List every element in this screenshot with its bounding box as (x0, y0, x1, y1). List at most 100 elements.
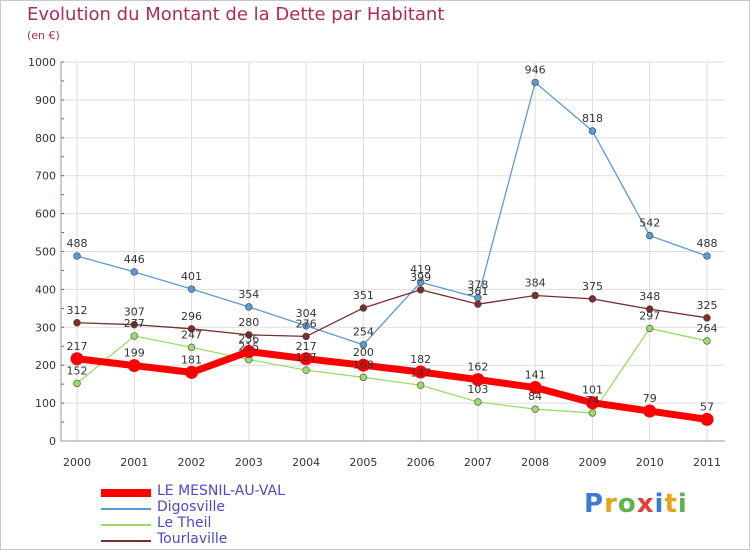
data-label: 488 (67, 237, 88, 250)
y-tick-label: 500 (35, 246, 56, 259)
data-label: 276 (296, 317, 317, 330)
data-point (474, 300, 482, 308)
x-tick-label: 2001 (120, 456, 148, 469)
y-tick-label: 1000 (28, 56, 56, 69)
logo-letter: t (664, 489, 678, 519)
data-label: 147 (410, 366, 431, 379)
data-label: 351 (353, 289, 374, 302)
x-tick-label: 2008 (521, 456, 549, 469)
data-point (356, 358, 370, 372)
data-label: 312 (67, 304, 88, 317)
data-label: 168 (353, 358, 374, 371)
data-label: 162 (467, 361, 488, 374)
data-label: 141 (525, 369, 546, 382)
data-label: 103 (467, 383, 488, 396)
grid-lines (61, 61, 725, 441)
data-label: 384 (525, 276, 546, 289)
data-point (73, 379, 81, 388)
data-label: 542 (639, 217, 660, 230)
legend-swatch (101, 524, 151, 526)
data-label: 84 (528, 390, 542, 403)
series-line-0 (73, 348, 711, 423)
data-point (588, 409, 597, 417)
data-point (299, 352, 313, 366)
data-point (416, 286, 425, 294)
data-point (130, 268, 138, 276)
data-label: 488 (697, 237, 718, 250)
data-label: 361 (467, 285, 488, 298)
legend-label: Le Theil (157, 515, 212, 531)
data-point (302, 366, 310, 374)
data-label: 101 (582, 384, 603, 397)
data-point (242, 345, 256, 359)
data-point (130, 332, 138, 340)
data-point (416, 278, 425, 286)
data-point (73, 252, 81, 260)
series-line-3 (76, 289, 708, 338)
data-point (646, 305, 654, 313)
data-point (531, 291, 539, 300)
y-tick-label: 400 (35, 283, 56, 296)
x-tick-label: 2009 (578, 456, 606, 469)
x-tick-label: 2010 (636, 456, 664, 469)
data-label: 946 (525, 63, 546, 76)
data-label: 304 (296, 307, 317, 320)
data-point (127, 359, 141, 373)
logo-letter: x (636, 489, 655, 519)
data-point (531, 405, 539, 413)
proxiti-logo: Proxiti (584, 489, 688, 519)
x-tick-label: 2005 (349, 456, 377, 469)
x-tick-label: 2003 (235, 456, 263, 469)
y-tick-label: 200 (35, 359, 56, 372)
legend-label: Tourlaville (157, 531, 228, 547)
data-label: 264 (697, 322, 718, 335)
chart-unit: (en €) (27, 29, 60, 42)
x-tick-label: 2006 (407, 456, 435, 469)
y-tick-label: 300 (35, 321, 56, 334)
data-point (187, 343, 196, 352)
y-tick-label: 700 (35, 170, 56, 183)
data-point (643, 404, 657, 418)
data-point (588, 127, 597, 135)
data-point (703, 252, 711, 260)
data-point (245, 303, 253, 311)
data-point (187, 285, 196, 293)
data-label: 399 (410, 271, 431, 284)
data-label: 297 (639, 309, 660, 322)
data-point (646, 324, 654, 333)
y-tick-label: 800 (35, 132, 56, 145)
data-label: 354 (238, 288, 259, 301)
y-tick-label: 900 (35, 94, 56, 107)
data-labels: 217 199 181 236 217 200 182 162 141 101 79 57 488 446… (67, 63, 718, 413)
series-line-1 (76, 81, 708, 346)
data-label: 277 (124, 317, 145, 330)
data-label: 236 (238, 333, 259, 346)
data-label: 152 (67, 364, 88, 377)
data-point (646, 231, 654, 240)
data-point (73, 319, 81, 327)
data-point (245, 331, 253, 339)
data-label: 419 (410, 263, 431, 276)
data-point (359, 373, 368, 382)
data-point (700, 412, 714, 426)
x-tick-label: 2000 (63, 456, 91, 469)
data-point (703, 314, 711, 322)
legend-label: LE MESNIL-AU-VAL (157, 483, 285, 499)
data-label: 280 (238, 316, 259, 329)
data-point (414, 365, 428, 379)
data-point (302, 332, 310, 341)
data-point (416, 381, 425, 389)
y-tick-label: 0 (49, 435, 56, 448)
x-tick-label: 2007 (464, 456, 492, 469)
y-tick-label: 600 (35, 208, 56, 221)
data-point (359, 304, 368, 312)
series-line-2 (76, 327, 708, 414)
data-label: 74 (585, 394, 599, 407)
data-label: 375 (582, 280, 603, 293)
data-label: 217 (296, 340, 317, 353)
data-label: 217 (67, 340, 88, 353)
data-label: 296 (181, 310, 202, 323)
data-point (302, 322, 310, 330)
